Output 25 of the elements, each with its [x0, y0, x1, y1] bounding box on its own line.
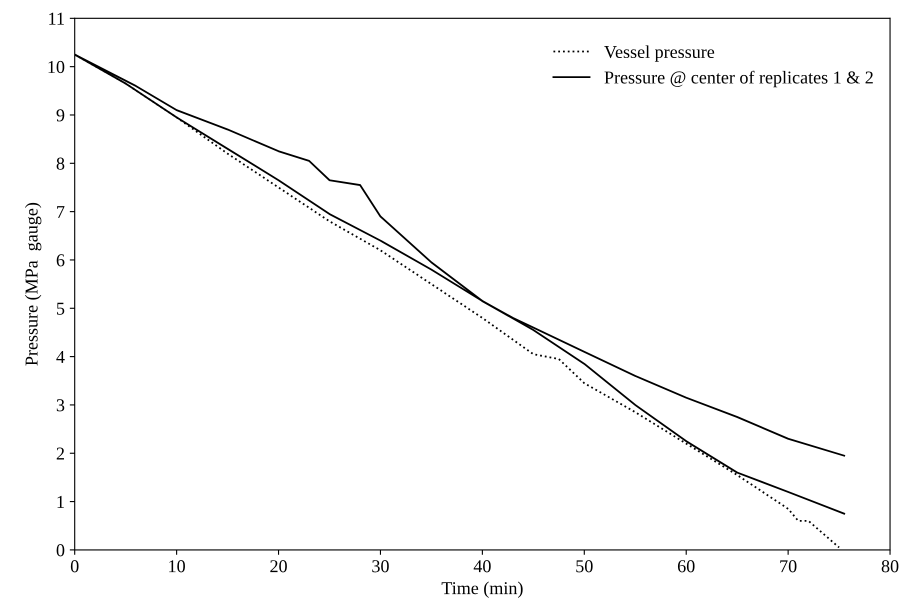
legend-label: Pressure @ center of replicates 1 & 2	[604, 70, 873, 88]
y-tick-label: 11	[49, 12, 64, 25]
x-tick-label: 30	[372, 560, 389, 572]
y-tick-label: 7	[57, 206, 64, 218]
x-tick-label: 40	[474, 560, 491, 572]
y-tick-label: 4	[56, 350, 65, 363]
x-tick-label: 70	[780, 560, 796, 572]
y-tick-label: 6	[56, 254, 64, 266]
x-tick-label: 20	[270, 560, 287, 572]
x-tick-label: 50	[576, 560, 593, 572]
y-tick-label: 5	[57, 302, 64, 315]
x-tick-label: 80	[882, 560, 898, 572]
y-axis-title: Pressure (MPa gauge)	[24, 202, 42, 366]
legend-label: Vessel pressure	[604, 45, 714, 62]
y-tick-label: 3	[56, 399, 64, 412]
x-axis-title: Time (min)	[442, 582, 523, 598]
x-tick-label: 60	[678, 560, 695, 572]
x-tick-label: 10	[169, 560, 185, 572]
y-tick-label: 10	[48, 60, 64, 74]
y-tick-label: 2	[56, 448, 64, 460]
y-tick-label: 8	[56, 158, 64, 170]
y-tick-label: 1	[58, 496, 64, 508]
y-tick-label: 0	[56, 544, 64, 556]
x-tick-label: 0	[70, 560, 79, 572]
y-tick-label: 9	[56, 109, 64, 122]
